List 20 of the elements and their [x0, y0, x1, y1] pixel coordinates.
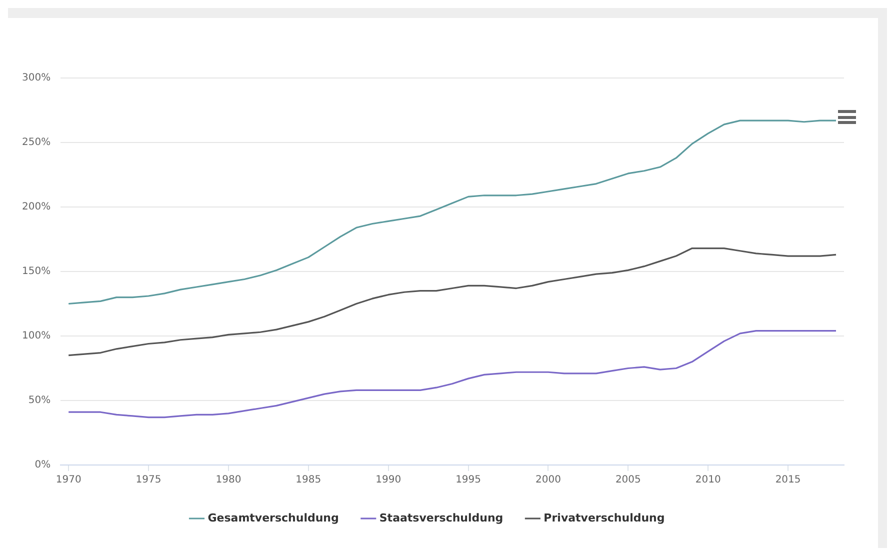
y-tick-label: 50%	[28, 395, 51, 406]
legend-label: Privatverschuldung	[544, 511, 665, 524]
y-tick-label: 150%	[22, 266, 51, 278]
y-tick-label: 250%	[22, 137, 51, 148]
y-tick-label: 200%	[22, 202, 51, 213]
x-tick-label: 1990	[376, 474, 402, 486]
y-tick-label: 300%	[22, 72, 51, 84]
x-tick-label: 1975	[136, 474, 162, 486]
legend-label: Staatsverschuldung	[379, 511, 504, 524]
x-tick-label: 2015	[775, 474, 801, 486]
x-tick-label: 2000	[535, 474, 561, 486]
x-tick-label: 1995	[456, 474, 482, 486]
x-tick-label: 1985	[296, 474, 322, 486]
legend-label: Gesamtverschuldung	[208, 511, 339, 524]
y-tick-label: 100%	[22, 330, 51, 342]
x-tick-label: 2005	[615, 474, 641, 486]
y-tick-label: 0%	[34, 460, 51, 471]
x-tick-label: 2010	[695, 474, 721, 486]
x-tick-label: 1980	[216, 474, 242, 486]
x-tick-label: 1970	[56, 474, 82, 486]
